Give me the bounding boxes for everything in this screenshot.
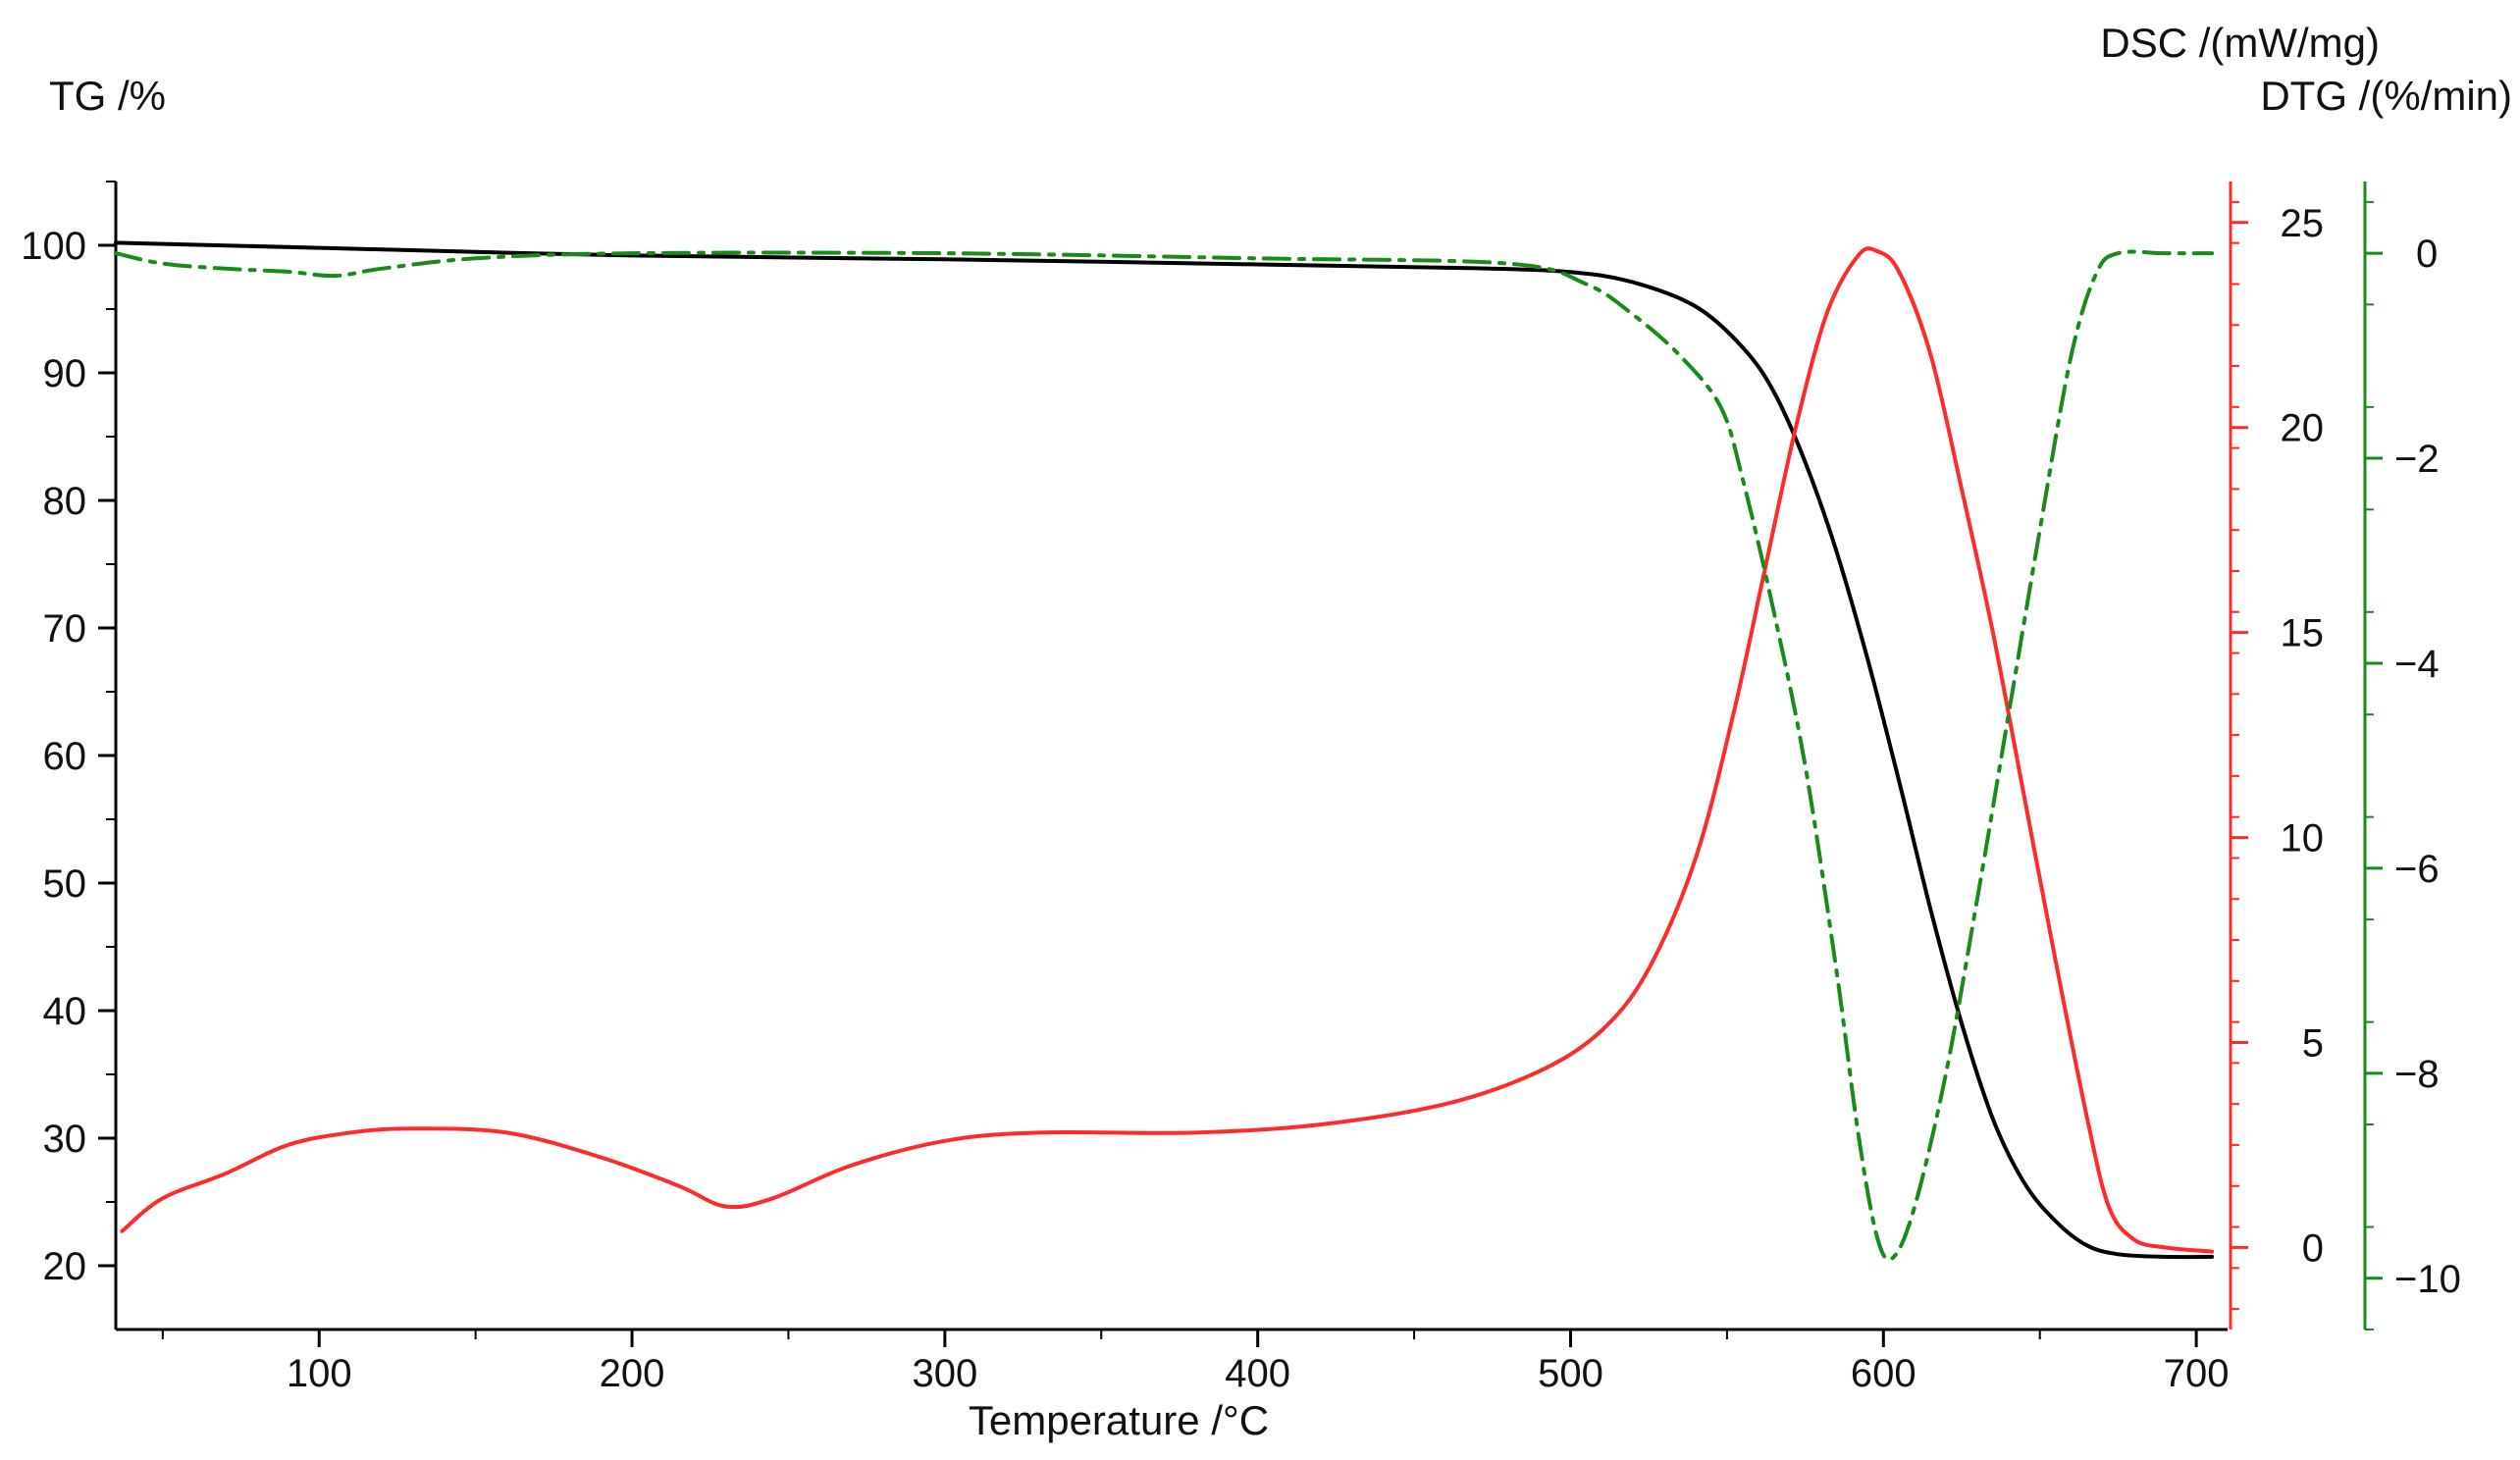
series-line-dtg: [114, 249, 2215, 1262]
tg-tick-label-70: 70: [43, 607, 87, 651]
x-tick-label-200: 200: [600, 1352, 665, 1395]
tg-axis-title: TG /%: [49, 73, 166, 119]
x-tick-label-300: 300: [912, 1352, 977, 1395]
tg-tick-label-30: 30: [43, 1118, 87, 1161]
labels-layer: TG /% DSC /(mW/mg) DTG /(%/min) Temperat…: [49, 20, 2512, 1443]
x-tick-label-400: 400: [1225, 1352, 1290, 1395]
dtg-tick-label--10: −10: [2394, 1258, 2461, 1301]
dtg-tick-label--2: −2: [2394, 438, 2440, 481]
tg-tick-label-100: 100: [21, 225, 86, 268]
dtg-tick-label-0: 0: [2416, 233, 2438, 276]
series-layer: [114, 240, 2215, 1262]
dtg-tick-label--8: −8: [2394, 1053, 2440, 1096]
series-line-tg: [114, 240, 2215, 1260]
series-line-dsc: [120, 246, 2215, 1254]
dsc-tick-label-5: 5: [2302, 1022, 2324, 1066]
x-tick-label-500: 500: [1538, 1352, 1603, 1395]
dsc-axis-title: DSC /(mW/mg): [2100, 20, 2380, 66]
dsc-tick-label-10: 10: [2281, 817, 2325, 860]
dsc-tick-label-0: 0: [2302, 1226, 2324, 1270]
dsc-tick-label-25: 25: [2281, 202, 2325, 245]
x-tick-label-600: 600: [1851, 1352, 1916, 1395]
dsc-tick-label-20: 20: [2281, 407, 2325, 450]
x-tick-label-700: 700: [2164, 1352, 2230, 1395]
x-axis-title: Temperature /°C: [969, 1397, 1269, 1443]
axes-layer: 100 200 300 400 500 600 7002030405060708090100…: [21, 181, 2461, 1395]
dsc-tick-label-15: 15: [2281, 612, 2325, 655]
tg-tick-label-80: 80: [43, 480, 87, 523]
tg-tick-label-90: 90: [43, 352, 87, 395]
tg-tick-label-60: 60: [43, 735, 87, 778]
dtg-tick-label--6: −6: [2394, 848, 2440, 891]
dtg-axis-title: DTG /(%/min): [2260, 73, 2512, 119]
tg-tick-label-20: 20: [43, 1245, 87, 1288]
tg-tick-label-40: 40: [43, 990, 87, 1033]
dtg-tick-label--4: −4: [2394, 643, 2440, 686]
x-tick-label-100: 100: [287, 1352, 352, 1395]
tg-tick-label-50: 50: [43, 862, 87, 906]
